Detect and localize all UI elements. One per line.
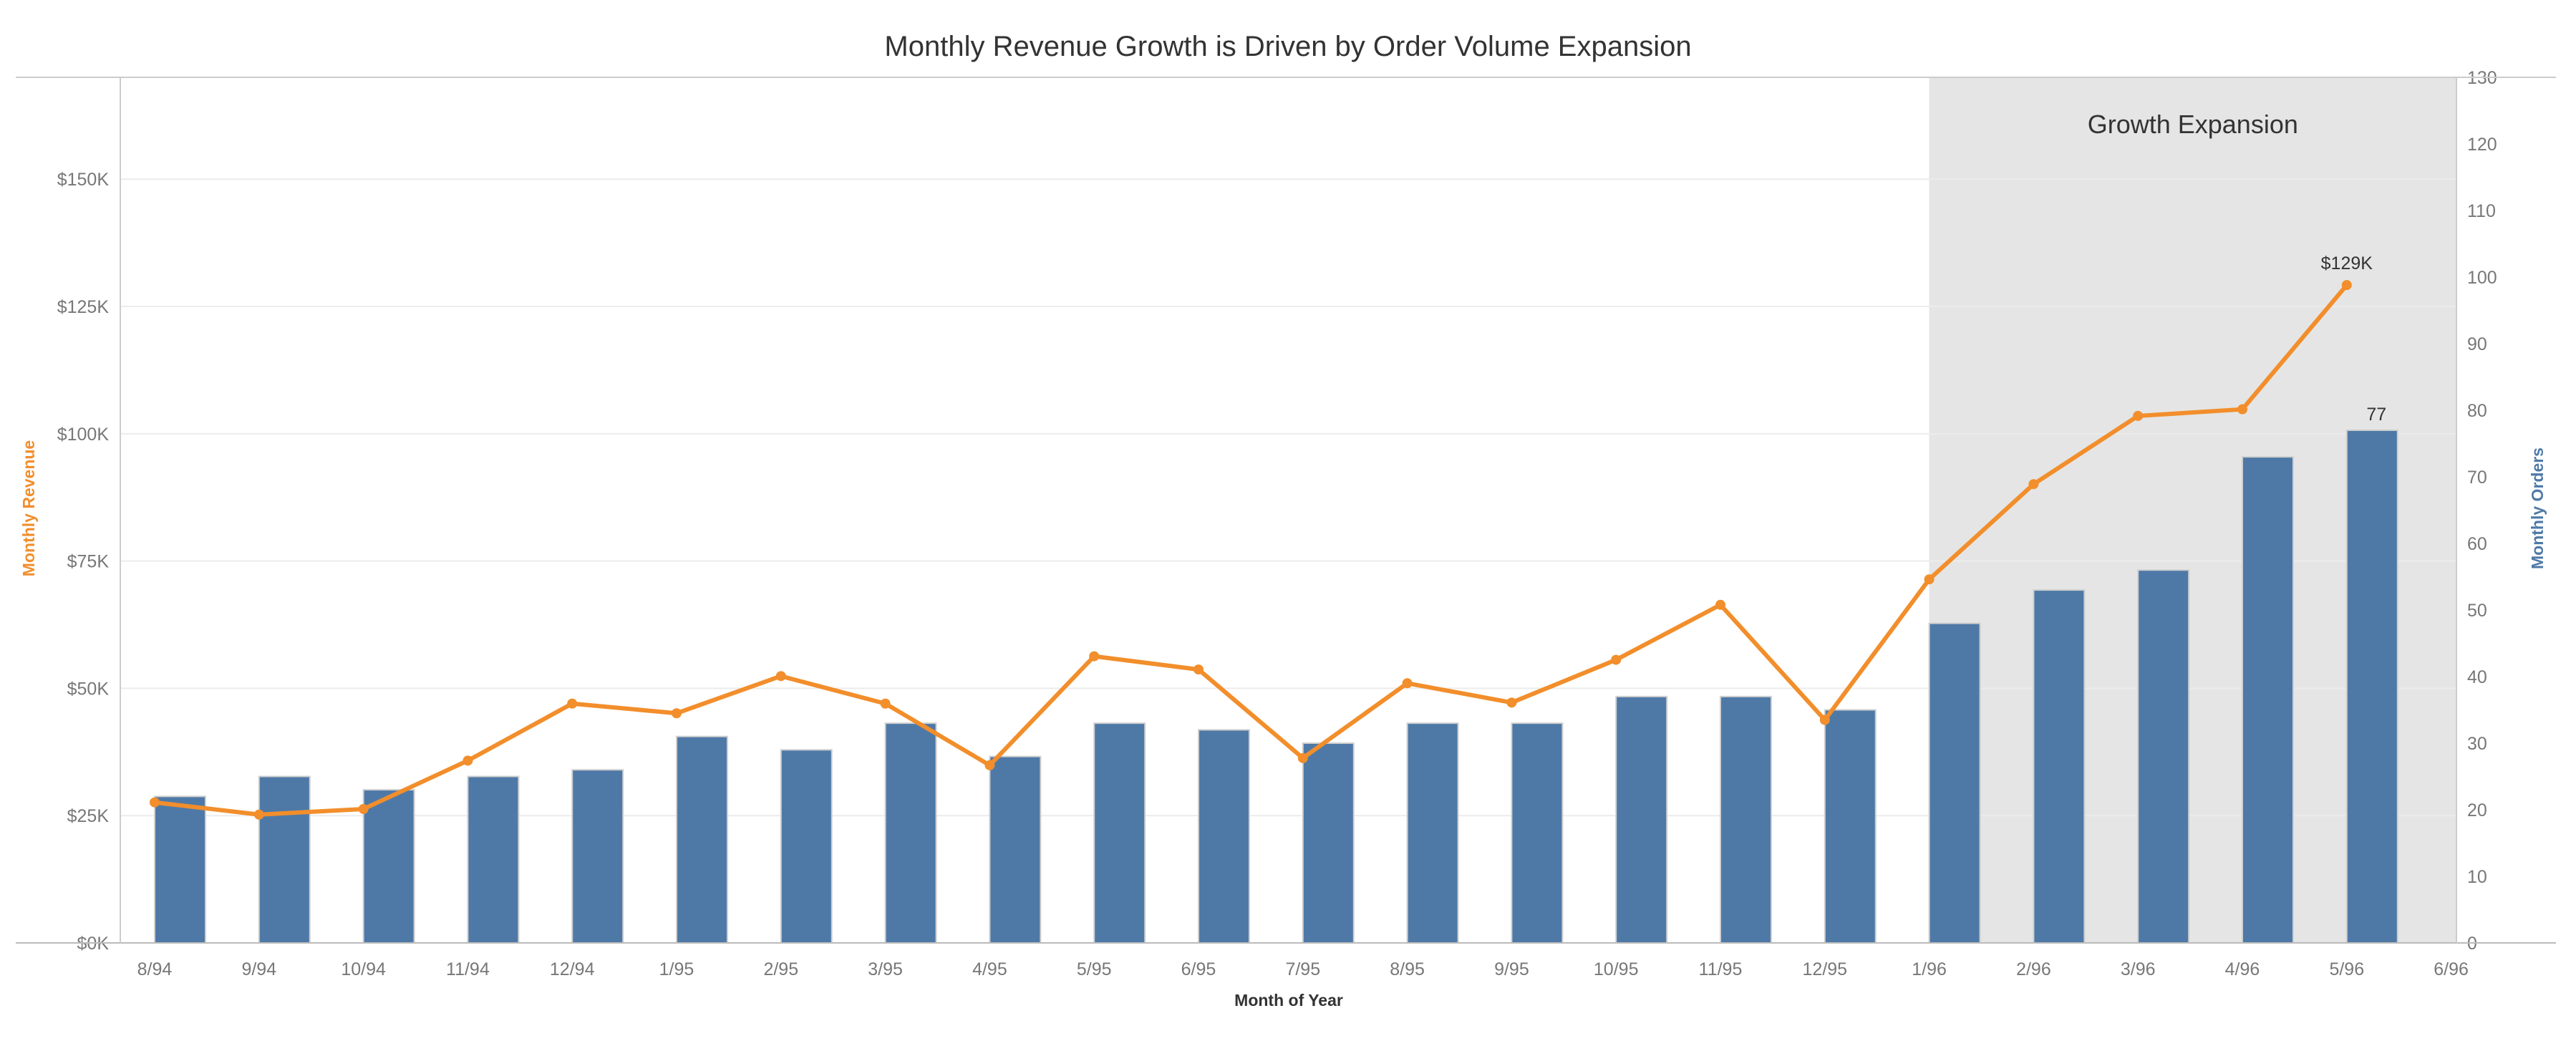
orders-bar — [989, 755, 1042, 944]
right-tick-label: 40 — [2467, 667, 2487, 687]
x-tick-label: 10/95 — [1594, 959, 1639, 979]
x-tick-label: 4/96 — [2225, 959, 2260, 979]
revenue-point — [984, 760, 995, 770]
right-tick-label: 70 — [2467, 468, 2487, 488]
left-tick-label: $75K — [67, 552, 110, 572]
orders-data-label: 77 — [2366, 405, 2386, 425]
x-tick-label: 9/94 — [241, 959, 276, 979]
revenue-point — [880, 698, 891, 709]
orders-bar — [780, 749, 833, 944]
orders-bar — [154, 795, 206, 944]
region-label: Growth Expansion — [2088, 110, 2298, 139]
revenue-line — [154, 284, 2349, 817]
orders-bar — [1302, 742, 1355, 944]
x-tick-label: 12/94 — [550, 959, 595, 979]
revenue-point — [358, 803, 369, 814]
x-tick-label: 8/94 — [137, 959, 173, 979]
x-tick-label: 8/95 — [1390, 959, 1425, 979]
right-axis-ticks: 0102030405060708090100110120130 — [2467, 68, 2497, 954]
revenue-point — [253, 809, 264, 820]
orders-bar — [1406, 722, 1459, 944]
x-tick-label: 3/95 — [868, 959, 903, 979]
orders-bar — [1824, 709, 1877, 944]
x-tick-label: 2/96 — [2016, 959, 2051, 979]
right-tick-label: 30 — [2467, 734, 2487, 754]
revenue-point — [1193, 664, 1204, 675]
orders-bar — [1198, 729, 1250, 944]
revenue-point — [463, 755, 473, 766]
orders-bar — [1615, 695, 1668, 944]
left-tick-label: $125K — [57, 297, 110, 317]
right-axis-title: Monthly Orders — [2528, 447, 2547, 569]
x-axis-title: Month of Year — [1234, 991, 1343, 1009]
revenue-point — [775, 671, 786, 682]
revenue-point — [2237, 404, 2247, 415]
x-tick-label: 7/95 — [1285, 959, 1320, 979]
orders-bar — [571, 769, 624, 944]
x-tick-label: 5/96 — [2329, 959, 2364, 979]
revenue-point — [672, 708, 682, 719]
revenue-point — [2028, 479, 2039, 490]
x-tick-label: 6/96 — [2434, 959, 2469, 979]
revenue-point — [2133, 410, 2144, 421]
right-tick-label: 80 — [2467, 401, 2487, 421]
revenue-point — [2341, 280, 2352, 291]
revenue-point — [1819, 715, 1830, 725]
revenue-point — [1924, 574, 1935, 585]
orders-bar — [467, 775, 520, 944]
right-tick-label: 110 — [2467, 201, 2496, 221]
x-tick-label: 2/95 — [763, 959, 798, 979]
orders-bars — [154, 429, 2398, 944]
x-axis-ticks: 8/94 9/94 10/94 11/94 12/94 1/95 2/95 3/95 4/95 5… — [137, 959, 2469, 979]
left-tick-label: $50K — [67, 679, 110, 699]
x-tick-label: 1/95 — [659, 959, 694, 979]
orders-bar — [2242, 456, 2294, 944]
x-tick-label: 1/96 — [1912, 959, 1947, 979]
revenue-point — [1297, 752, 1308, 763]
left-axis-title: Monthly Revenue — [19, 440, 38, 576]
left-tick-label: $150K — [57, 170, 110, 190]
right-tick-label: 60 — [2467, 534, 2487, 554]
right-tick-label: 100 — [2467, 268, 2497, 288]
x-tick-label: 4/95 — [972, 959, 1007, 979]
right-tick-label: 90 — [2467, 334, 2487, 354]
revenue-point — [567, 698, 578, 709]
chart-title: Monthly Revenue Growth is Driven by Orde… — [884, 31, 1691, 62]
orders-bar — [1720, 695, 1772, 944]
x-tick-label: 5/95 — [1077, 959, 1112, 979]
right-tick-label: 50 — [2467, 601, 2487, 621]
left-tick-label: $25K — [67, 806, 110, 826]
revenue-point — [1089, 651, 1100, 662]
orders-bar — [258, 775, 311, 944]
revenue-data-label: $129K — [2321, 253, 2373, 273]
x-tick-label: 11/94 — [446, 959, 490, 979]
right-tick-label: 120 — [2467, 135, 2497, 155]
revenue-point — [1402, 678, 1413, 689]
orders-bar — [2345, 429, 2398, 944]
right-tick-label: 10 — [2467, 867, 2487, 887]
orders-bar — [1093, 722, 1146, 944]
x-tick-label: 11/95 — [1699, 959, 1743, 979]
left-tick-label: $100K — [57, 425, 110, 445]
orders-bar — [362, 789, 415, 944]
revenue-point — [1715, 599, 1725, 610]
x-tick-label: 10/94 — [341, 959, 386, 979]
revenue-line-group — [150, 280, 2352, 820]
left-axis-ticks: $0K$25K$50K$75K$100K$125K$150K — [57, 170, 110, 954]
orders-bar — [1928, 622, 1981, 944]
revenue-point — [1611, 654, 1622, 665]
revenue-point — [1506, 697, 1517, 708]
orders-bar — [2033, 589, 2086, 944]
orders-bar — [676, 735, 728, 944]
right-tick-label: 20 — [2467, 800, 2487, 820]
orders-bar — [1511, 722, 1564, 944]
x-tick-label: 3/96 — [2121, 959, 2156, 979]
revenue-point — [150, 797, 160, 808]
x-tick-label: 12/95 — [1803, 959, 1848, 979]
orders-bar — [2137, 569, 2190, 944]
x-tick-label: 9/95 — [1494, 959, 1529, 979]
orders-bar — [884, 722, 937, 944]
x-tick-label: 6/95 — [1181, 959, 1216, 979]
